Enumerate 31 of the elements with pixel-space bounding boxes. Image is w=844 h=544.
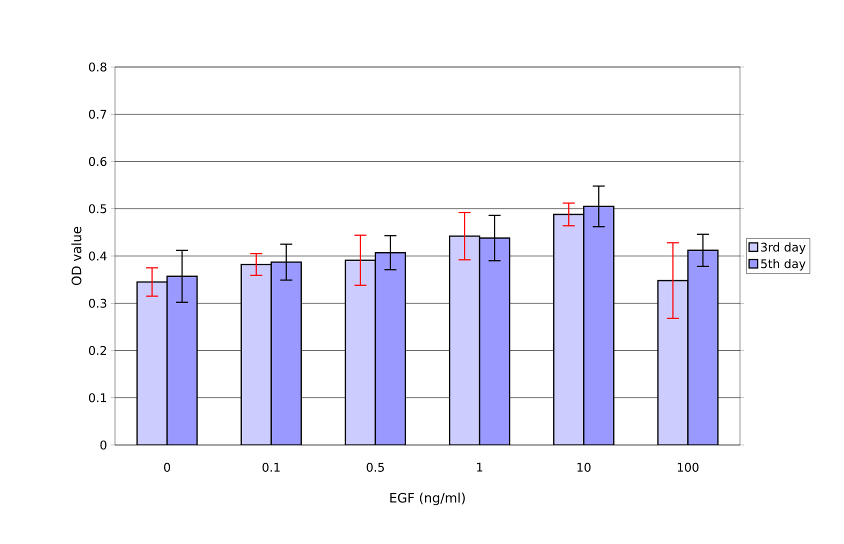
y-tick-label: 0.2: [88, 346, 106, 356]
y-tick-label: 0.8: [88, 62, 106, 72]
bar: [344, 260, 376, 445]
x-tick-label: 1: [477, 462, 482, 472]
x-tick-label: 0.1: [262, 462, 280, 472]
y-axis-title: OD value: [71, 226, 82, 286]
bar: [448, 236, 480, 445]
y-tick-label: 0.7: [88, 110, 106, 119]
bar: [240, 264, 272, 445]
bar: [478, 237, 510, 445]
y-tick-label: 0.6: [88, 156, 106, 166]
y-tick-label: 0.4: [88, 251, 107, 261]
bar: [270, 261, 302, 445]
bar: [136, 281, 168, 445]
y-tick-label: 0.5: [88, 204, 106, 214]
bar: [583, 206, 614, 445]
legend-label: 5th day: [761, 259, 806, 271]
bar: [553, 214, 584, 445]
y-tick-label: 0.1: [88, 393, 106, 402]
bar: [657, 280, 689, 445]
bar: [166, 276, 198, 445]
bar: [374, 252, 406, 445]
y-tick-label: 0: [100, 440, 106, 450]
legend-label: 3rd day: [761, 242, 806, 254]
y-tick-label: 0.3: [88, 298, 106, 308]
x-tick-label: 0: [164, 462, 170, 472]
x-axis-title: EGF (ng/ml): [390, 492, 465, 506]
bar: [687, 250, 719, 445]
x-tick-label: 100: [678, 462, 699, 472]
x-tick-label: 10: [577, 462, 591, 472]
x-tick-label: 0.5: [366, 462, 384, 472]
